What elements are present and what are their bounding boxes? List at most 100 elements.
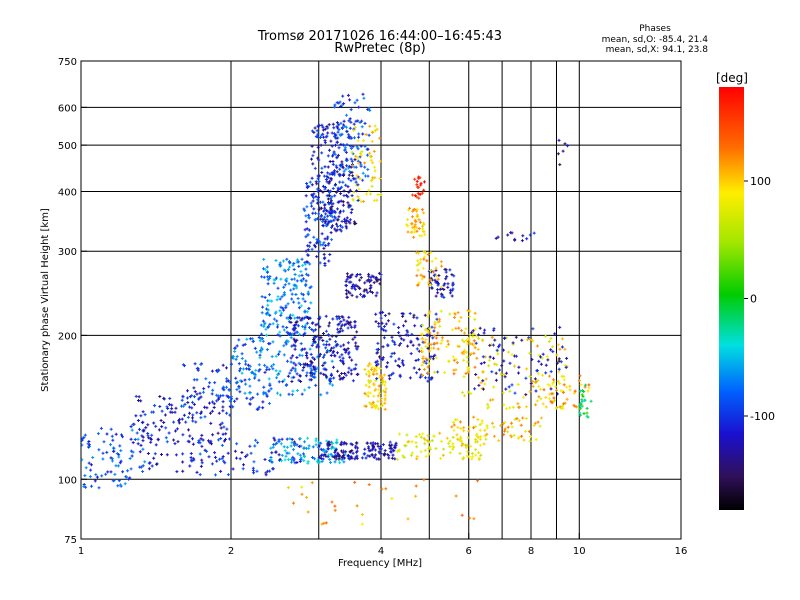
data-point (350, 293, 354, 297)
data-point (322, 372, 326, 376)
data-point (563, 347, 567, 351)
data-point (349, 108, 353, 112)
data-point (563, 364, 567, 368)
data-point (262, 267, 265, 271)
data-point (366, 291, 370, 295)
data-point (399, 337, 403, 341)
data-point (301, 293, 305, 297)
data-point (542, 388, 546, 392)
data-point (410, 440, 414, 444)
data-point (419, 435, 423, 439)
data-point (462, 340, 466, 344)
data-point (282, 344, 286, 348)
data-point (245, 337, 249, 341)
data-point (328, 160, 332, 163)
data-point (222, 459, 226, 463)
data-point (324, 368, 328, 372)
data-point (555, 388, 558, 392)
data-point (350, 358, 354, 362)
data-point (306, 460, 310, 464)
data-point (467, 516, 471, 520)
data-point (287, 451, 291, 455)
data-point (306, 253, 310, 257)
data-point (476, 479, 479, 483)
data-point (225, 385, 228, 389)
data-point (289, 356, 293, 360)
data-point (412, 313, 416, 317)
data-point (455, 361, 459, 365)
data-point (290, 460, 293, 464)
data-point (547, 397, 551, 401)
data-point (248, 391, 252, 395)
data-point (352, 220, 356, 224)
data-point (177, 419, 181, 423)
data-point (506, 425, 510, 429)
data-point (252, 460, 256, 464)
data-point (419, 273, 423, 277)
data-point (487, 358, 491, 362)
data-point (196, 368, 200, 372)
data-point (415, 263, 419, 267)
data-point (473, 346, 477, 350)
data-point (323, 187, 327, 191)
data-point (318, 352, 322, 356)
data-point (520, 239, 524, 243)
data-point (158, 405, 162, 408)
data-point (282, 445, 286, 449)
data-point (429, 276, 433, 280)
data-point (350, 273, 354, 277)
data-point (299, 304, 303, 308)
data-point (462, 456, 466, 460)
data-point (290, 437, 294, 441)
data-point (434, 447, 438, 450)
data-point (370, 366, 374, 370)
data-point (458, 420, 462, 424)
data-point (306, 244, 310, 248)
data-point (324, 373, 328, 377)
data-point (349, 157, 353, 161)
data-point (305, 227, 309, 231)
data-point (383, 314, 387, 317)
data-point (342, 124, 346, 128)
data-point (307, 444, 311, 448)
data-point (471, 455, 474, 459)
data-point (466, 342, 469, 346)
data-point (327, 202, 331, 206)
data-point (332, 152, 336, 156)
data-point (322, 218, 326, 222)
data-point (362, 139, 365, 143)
data-point (443, 371, 446, 374)
data-point (292, 343, 296, 347)
data-point (322, 332, 325, 335)
data-point (410, 332, 414, 336)
data-point (494, 236, 498, 240)
data-point (492, 385, 496, 389)
data-point (502, 373, 506, 376)
data-point (376, 394, 380, 398)
data-point (277, 453, 281, 457)
data-point (368, 454, 372, 458)
data-point (417, 251, 420, 255)
data-point (340, 132, 344, 136)
data-point (377, 457, 381, 461)
data-point (284, 341, 288, 345)
data-point (528, 390, 532, 394)
data-point (215, 393, 219, 397)
data-point (312, 375, 316, 379)
data-point (448, 312, 452, 316)
data-point (164, 436, 168, 440)
data-point (387, 374, 391, 378)
data-point (160, 409, 164, 413)
data-point (319, 136, 322, 139)
data-point (426, 253, 430, 256)
data-point (355, 347, 359, 351)
data-point (296, 452, 300, 456)
data-point (136, 437, 140, 441)
data-point (473, 387, 477, 391)
data-point (367, 381, 371, 385)
data-point (420, 338, 424, 341)
data-point (343, 217, 347, 221)
data-point (352, 177, 356, 181)
data-point (368, 362, 372, 366)
data-point (454, 368, 458, 372)
